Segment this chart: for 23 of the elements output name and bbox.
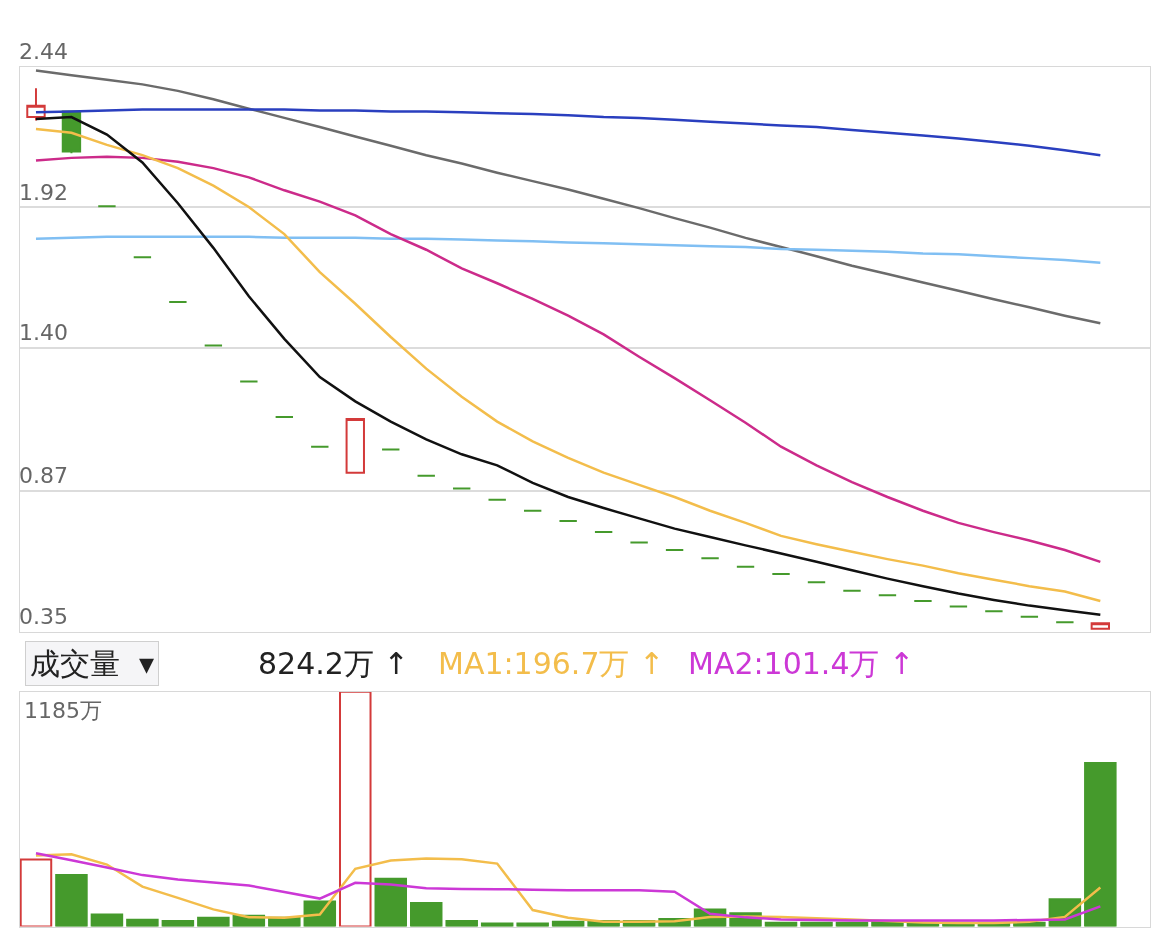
bar: [409, 902, 443, 927]
bar: [126, 918, 159, 927]
y-tick-label: 0.87: [19, 463, 69, 489]
text: MA2:101.4万 ↑: [688, 646, 915, 681]
bar: [445, 919, 478, 927]
y-tick-label: 2.44: [19, 39, 69, 65]
bar: [374, 877, 408, 927]
bar: [90, 913, 124, 927]
text: MA1:196.7万 ↑: [438, 646, 665, 681]
y-tick-label: 1.40: [19, 320, 69, 346]
bar: [516, 922, 549, 927]
bar: [1084, 762, 1117, 927]
y-tick-label: 1.92: [19, 179, 69, 205]
annotation: 1185万: [24, 698, 102, 723]
y-tick-label: 0.35: [19, 603, 69, 629]
bar: [161, 919, 195, 927]
text: 824.2万 ↑: [258, 646, 409, 681]
text: 成交量 ▾: [30, 646, 155, 681]
bar: [197, 916, 230, 927]
bar: [20, 858, 53, 927]
bar: [339, 691, 372, 927]
bar: [55, 874, 88, 927]
bar: [480, 922, 514, 927]
